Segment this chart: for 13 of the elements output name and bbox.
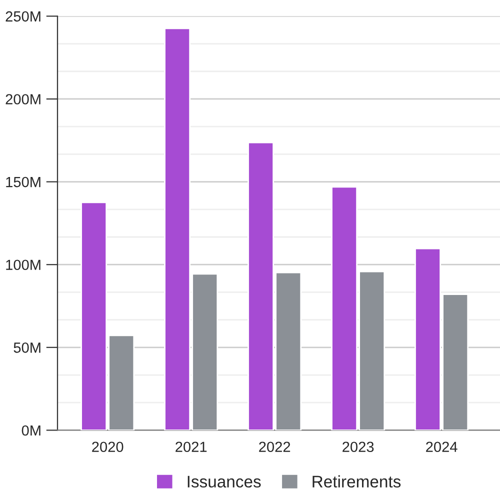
x-tick-label: 2023 bbox=[342, 442, 374, 452]
x-tick-label: 2021 bbox=[176, 442, 207, 452]
y-tick-label: 0M bbox=[22, 425, 40, 436]
y-tick-label: 200M bbox=[6, 94, 40, 104]
legend-label: Retirements bbox=[312, 475, 401, 488]
y-tick-label: 250M bbox=[6, 11, 40, 22]
x-tick-label: 2020 bbox=[92, 442, 124, 452]
legend-label: Issuances bbox=[188, 476, 261, 488]
x-tick-label: 2022 bbox=[259, 442, 290, 452]
y-tick-label: 150M bbox=[6, 176, 40, 188]
y-tick-label: 50M bbox=[14, 342, 40, 353]
x-tick-label: 2024 bbox=[426, 442, 458, 452]
y-tick-label: 100M bbox=[6, 260, 40, 270]
